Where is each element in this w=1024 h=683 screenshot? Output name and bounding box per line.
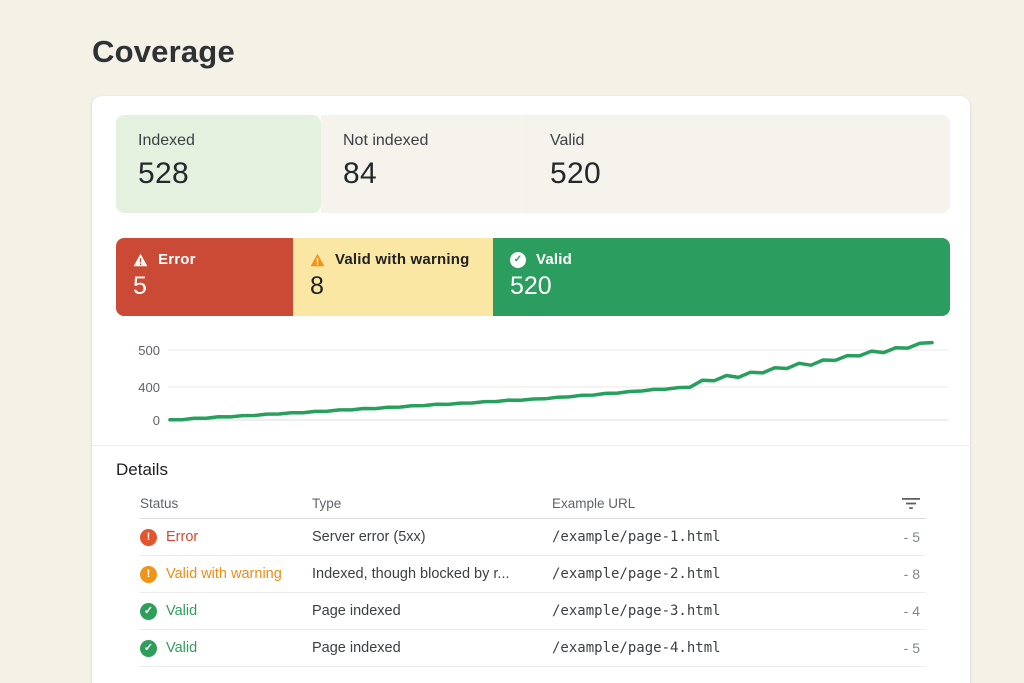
column-header-status: Status (140, 496, 179, 511)
tab-valid[interactable]: Valid 520 (526, 115, 950, 213)
status-cell: ! Error (140, 528, 312, 546)
valid-bar-label: Valid (536, 251, 573, 268)
valid-check-icon: ✓ (140, 602, 157, 620)
type-cell: Server error (5xx) (312, 529, 426, 545)
status-cell: ✓ Valid (140, 639, 312, 657)
valid-check-icon: ✓ (140, 639, 157, 657)
details-table: Status Type Example URL ! Error Server e… (116, 489, 950, 667)
table-row[interactable]: ✓ Valid Page indexed /example/page-3.htm… (140, 593, 926, 630)
warning-bar-label: Valid with warning (335, 251, 470, 268)
url-cell: /example/page-1.html (552, 529, 721, 545)
status-cell: ! Valid with warning (140, 565, 312, 583)
section-divider (92, 445, 970, 446)
tab-valid-label: Valid (550, 132, 585, 149)
status-label: Valid with warning (166, 566, 282, 582)
check-circle-icon: ✓ (510, 251, 526, 268)
status-label: Error (166, 529, 199, 545)
error-bar-label: Error (158, 251, 196, 268)
tab-indexed[interactable]: Indexed 528 (116, 115, 321, 213)
count-cell: - 5 (903, 640, 920, 656)
count-cell: - 4 (903, 603, 920, 619)
filter-button[interactable] (862, 497, 926, 510)
url-cell: /example/page-3.html (552, 603, 721, 619)
type-cell: Indexed, though blocked by r... (312, 566, 510, 582)
url-cell: /example/page-4.html (552, 640, 721, 656)
tab-not-indexed-label: Not indexed (343, 132, 429, 149)
page-title: Coverage (92, 34, 235, 69)
table-row[interactable]: ! Valid with warning Indexed, though blo… (140, 556, 926, 593)
warning-bar[interactable]: Valid with warning 8 (293, 238, 493, 316)
status-cell: ✓ Valid (140, 602, 312, 620)
tab-indexed-label: Indexed (138, 132, 195, 149)
table-header-row: Status Type Example URL (140, 489, 926, 519)
ytick-0: 0 (153, 413, 160, 428)
coverage-card: Indexed 528 Not indexed 84 Valid 520 (92, 96, 970, 683)
error-bar-value: 5 (133, 272, 147, 300)
tab-not-indexed[interactable]: Not indexed 84 (321, 115, 526, 213)
tab-valid-value: 520 (550, 157, 601, 190)
valid-line-series (168, 340, 934, 422)
details-heading: Details (116, 460, 168, 479)
status-bars: Error 5 Valid with warning 8 ✓ (116, 238, 950, 316)
warning-bar-value: 8 (310, 272, 324, 300)
filter-list-icon (902, 498, 920, 509)
summary-tabs: Indexed 528 Not indexed 84 Valid 520 (116, 115, 950, 213)
table-row[interactable]: ! Error Server error (5xx) /example/page… (140, 519, 926, 556)
coverage-chart-svg: 500 400 0 (138, 340, 948, 428)
url-cell: /example/page-2.html (552, 566, 721, 582)
warning-triangle-icon (133, 253, 148, 266)
status-label: Valid (166, 640, 198, 656)
count-cell: - 5 (903, 529, 920, 545)
column-header-url: Example URL (552, 496, 636, 511)
tab-indexed-value: 528 (138, 157, 189, 190)
column-header-type: Type (312, 496, 342, 511)
error-icon: ! (140, 528, 157, 546)
type-cell: Page indexed (312, 603, 401, 619)
warning-triangle-icon (310, 253, 325, 266)
tab-not-indexed-value: 84 (343, 157, 377, 190)
status-label: Valid (166, 603, 198, 619)
ytick-400: 400 (138, 380, 160, 395)
valid-bar-value: 520 (510, 272, 552, 300)
coverage-chart: 500 400 0 (116, 331, 950, 443)
ytick-500: 500 (138, 343, 160, 358)
table-row[interactable]: ✓ Valid Page indexed /example/page-4.htm… (140, 630, 926, 667)
valid-bar[interactable]: ✓ Valid 520 (493, 238, 950, 316)
error-bar[interactable]: Error 5 (116, 238, 293, 316)
type-cell: Page indexed (312, 640, 401, 656)
count-cell: - 8 (903, 566, 920, 582)
warning-icon: ! (140, 565, 157, 583)
